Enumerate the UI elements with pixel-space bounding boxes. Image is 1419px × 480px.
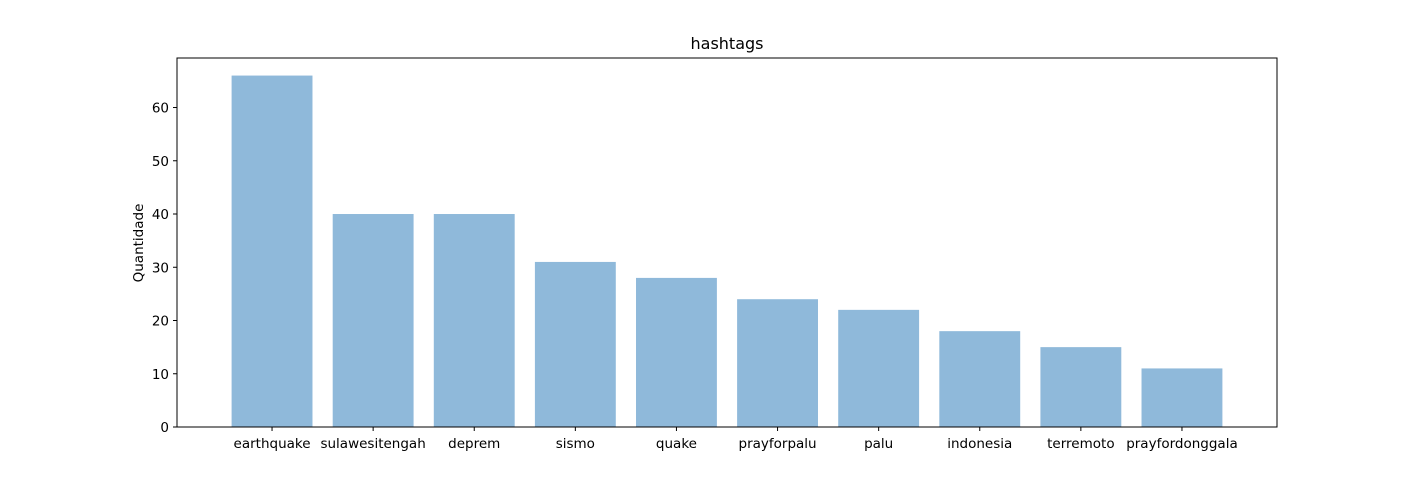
x-tick-label: sismo — [556, 436, 595, 452]
y-tick-label: 0 — [160, 420, 169, 436]
x-tick-label: indonesia — [947, 436, 1012, 452]
x-tick-label: terremoto — [1047, 436, 1114, 452]
bar-terremoto — [1040, 347, 1122, 427]
y-axis-label: Quantidade — [131, 204, 147, 283]
x-tick-label: palu — [864, 436, 893, 452]
bar-prayforpalu — [737, 299, 818, 427]
plot-area-frame — [176, 57, 1278, 428]
y-tick-label: 60 — [152, 101, 169, 117]
y-tick-label: 50 — [152, 154, 169, 170]
chart-title: hashtags — [691, 34, 764, 53]
bar-indonesia — [939, 331, 1021, 427]
y-tick-label: 10 — [152, 367, 169, 383]
x-tick-label: earthquake — [234, 436, 311, 452]
x-tick-label: prayforpalu — [739, 436, 817, 452]
y-tick-label: 30 — [152, 260, 169, 276]
bar-prayfordonggala — [1141, 368, 1223, 427]
bar-deprem — [433, 214, 515, 427]
bar-sulawesitengah — [332, 214, 414, 427]
y-tick-label: 20 — [152, 314, 169, 330]
bar-sismo — [534, 261, 616, 427]
y-axis-ticks: 0 10 20 30 40 50 60 — [152, 101, 177, 436]
x-tick-label: prayfordonggala — [1126, 436, 1238, 452]
x-tick-label: deprem — [448, 436, 500, 452]
y-tick-label: 40 — [152, 207, 169, 223]
bars-group — [231, 75, 1223, 428]
x-axis-ticks: earthquake sulawesitengah deprem sismo quake… — [234, 427, 1238, 452]
x-tick-label: sulawesitengah — [320, 436, 425, 452]
bar-quake — [636, 277, 717, 427]
x-tick-label: quake — [656, 436, 697, 452]
bar-palu — [838, 309, 920, 427]
bar-earthquake — [231, 75, 313, 428]
